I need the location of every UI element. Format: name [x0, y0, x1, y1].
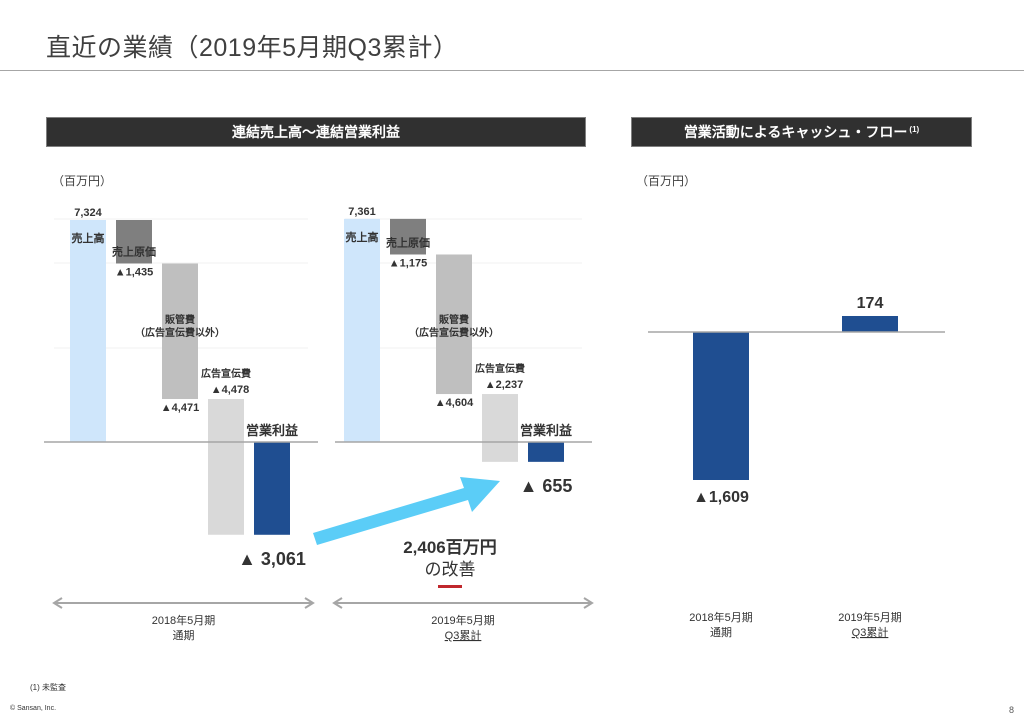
bar-advertising [482, 394, 518, 462]
category-label-operating-income: 営業利益 [246, 423, 298, 438]
cf-bar [842, 315, 898, 332]
cf-category-sublabel: Q3累計 [852, 625, 889, 639]
improvement-amount: 2,406百万円 [403, 538, 497, 557]
value-label-cogs: ▲1,175 [389, 257, 427, 269]
value-label-sga: ▲4,471 [161, 402, 199, 414]
value-label-revenue: 7,361 [348, 206, 376, 218]
arrowhead-left [52, 597, 63, 609]
unit-label: （百万円） [636, 174, 697, 188]
improvement-caption: の改善 [425, 560, 476, 579]
emphasis-underline [438, 585, 462, 588]
value-label-advertising: ▲4,478 [211, 384, 249, 396]
category-label-advertising: 広告宣伝費 [201, 367, 251, 380]
category-label-revenue: 売上高 [346, 230, 379, 244]
bar-cogs [390, 218, 426, 255]
bar-revenue [344, 218, 380, 442]
improvement-arrow [313, 477, 500, 545]
arrowhead-right [304, 597, 315, 609]
category-label-operating-income: 営業利益 [520, 423, 572, 438]
section-header-label: 営業活動によるキャッシュ・フロー [683, 124, 908, 140]
bar-sga [436, 254, 472, 395]
category-label-sga: 販管費 [439, 313, 469, 326]
value-label-sga: ▲4,604 [435, 397, 474, 409]
cf-category-label: 2018年5月期 [689, 610, 753, 624]
period-sublabel: Q3累計 [445, 628, 482, 642]
arrowhead-right [583, 597, 594, 609]
bar-advertising [208, 399, 244, 535]
bar-sga [162, 263, 198, 400]
section-header-label: 連結売上高〜連結営業利益 [232, 124, 400, 140]
category-label-cogs: 売上原価 [112, 244, 156, 258]
bar-cogs [116, 220, 152, 264]
category-label-revenue: 売上高 [72, 231, 105, 245]
cf-value-label: ▲1,609 [693, 489, 749, 506]
section-header-operating-income: 連結売上高〜連結営業利益 [46, 117, 586, 147]
value-label-revenue: 7,324 [74, 207, 102, 219]
value-label-operating-income: ▲ 655 [520, 476, 573, 496]
value-label-advertising: ▲2,237 [485, 379, 523, 391]
bar-operating_income [254, 442, 290, 535]
footnote-marker: (1) [909, 124, 920, 134]
period-label: 2018年5月期 [152, 613, 216, 627]
section-header-cash-flow: 営業活動によるキャッシュ・フロー (1) [631, 117, 972, 147]
category-label-cogs: 売上原価 [386, 235, 430, 249]
category-label-sga-note: （広告宣伝費以外） [135, 326, 225, 339]
page-number: 8 [1008, 705, 1014, 715]
cf-value-label: 174 [857, 295, 884, 312]
category-label-sga-note: （広告宣伝費以外） [409, 326, 499, 339]
period-sublabel: 通期 [173, 629, 195, 642]
footnote: (1) 未監査 [30, 683, 66, 692]
bar-operating_income [528, 442, 564, 462]
bar-revenue [70, 220, 106, 442]
unit-label: （百万円） [52, 174, 113, 188]
value-label-operating-income: ▲ 3,061 [238, 549, 306, 569]
period-label: 2019年5月期 [431, 613, 495, 627]
arrowhead-left [332, 597, 343, 609]
value-label-cogs: ▲1,435 [115, 266, 153, 278]
page-title: 直近の業績（2019年5月期Q3累計） [46, 34, 459, 62]
category-label-sga: 販管費 [165, 313, 195, 326]
cf-category-sublabel: 通期 [710, 626, 732, 639]
title-divider [0, 70, 1024, 71]
cf-category-label: 2019年5月期 [838, 610, 902, 624]
copyright: © Sansan, Inc. [10, 705, 57, 712]
cf-bar [693, 332, 749, 480]
category-label-advertising: 広告宣伝費 [475, 362, 525, 375]
